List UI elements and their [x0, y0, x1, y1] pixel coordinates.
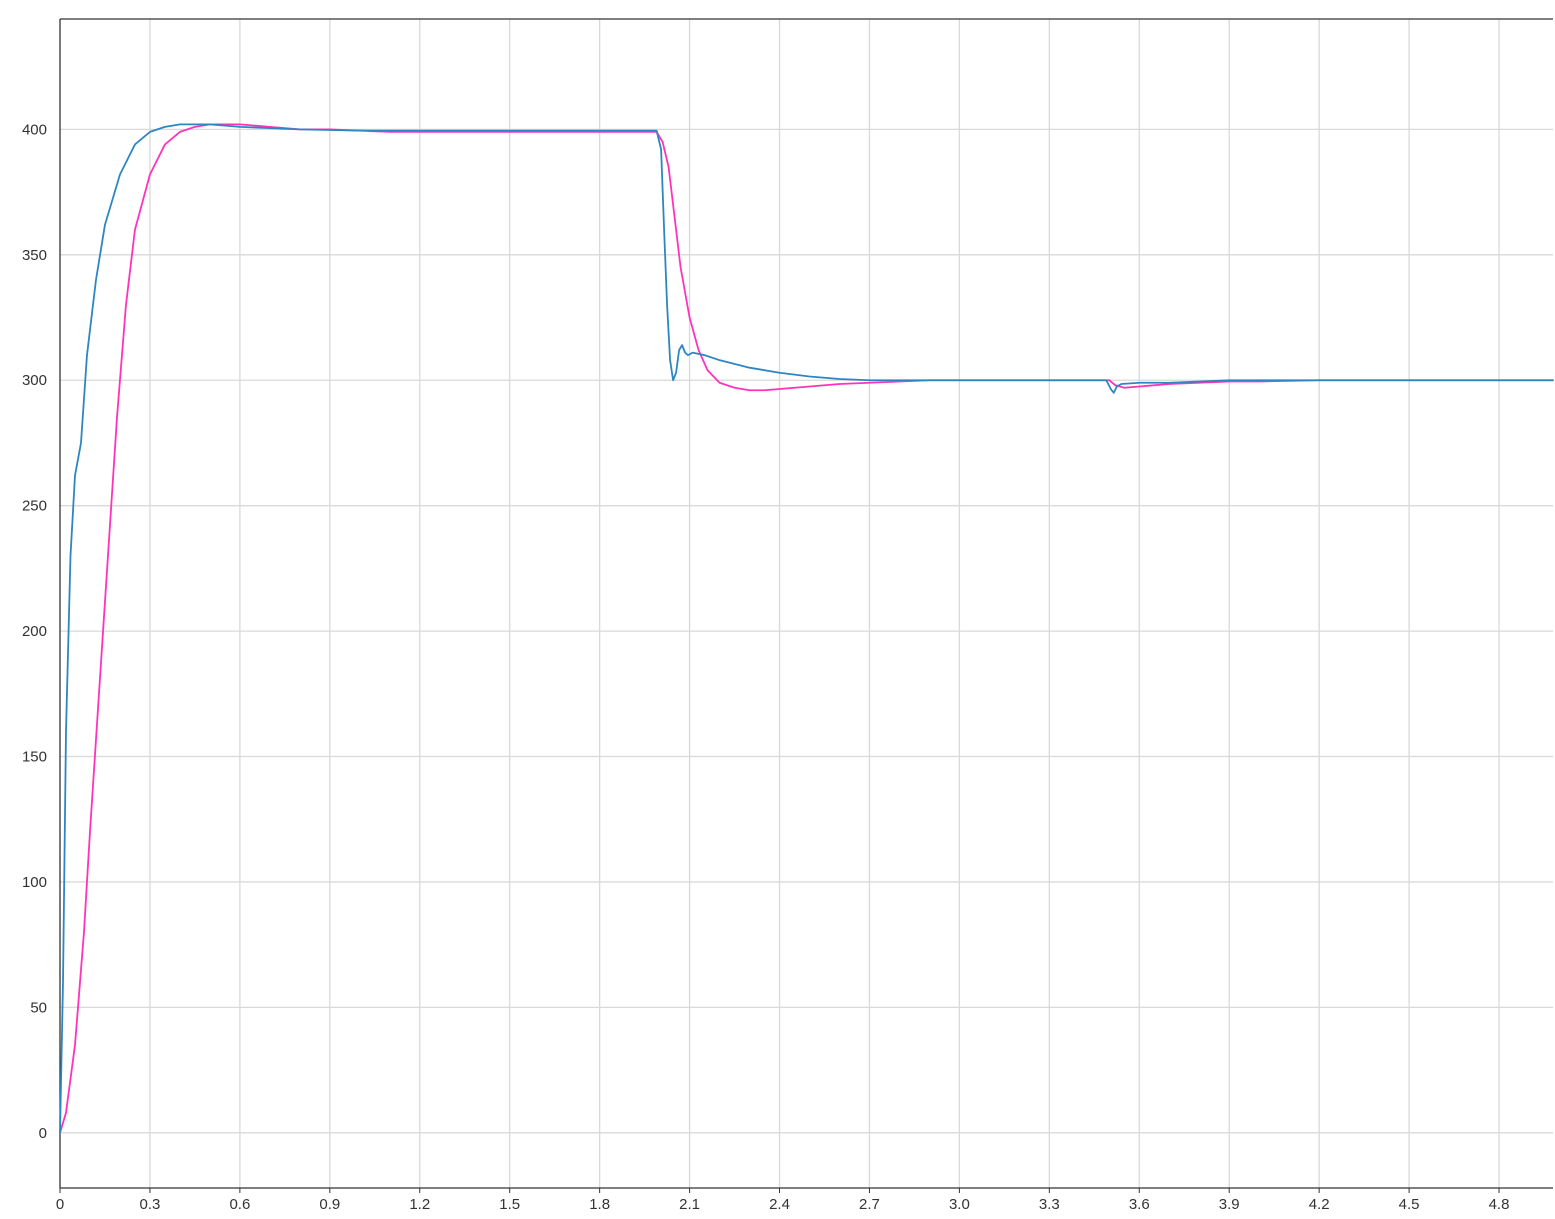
x-tick-label: 2.4: [769, 1196, 790, 1213]
y-tick-label: 150: [22, 749, 47, 766]
grid: [60, 19, 1553, 1188]
x-tick-label: 0.3: [140, 1196, 161, 1213]
y-tick-label: 250: [22, 498, 47, 515]
x-tick-label: 3.0: [949, 1196, 970, 1213]
x-tick-label: 2.1: [679, 1196, 700, 1213]
x-tick-label: 1.5: [499, 1196, 520, 1213]
x-tick-label: 0.6: [229, 1196, 250, 1213]
x-tick-label: 3.3: [1039, 1196, 1060, 1213]
y-axis-ticks: 0 50 100 150 200 250 300 350 400: [22, 121, 47, 1141]
y-tick-label: 0: [39, 1125, 47, 1142]
y-tick-label: 300: [22, 372, 47, 389]
x-axis-ticks: 0 0.3 0.6 0.9 1.2 1.5 1.8 2.1 2.4 2.7 3.0 3.3 3.6 3.9…: [56, 1188, 1510, 1213]
series-line-1: [59, 123, 1554, 1134]
y-tick-label: 100: [22, 874, 47, 891]
y-tick-label: 50: [30, 999, 47, 1016]
y-tick-label: 400: [22, 121, 47, 138]
y-tick-label: 200: [22, 623, 47, 640]
y-tick-label: 350: [22, 247, 47, 264]
x-tick-label: 0.9: [319, 1196, 340, 1213]
axes: [59, 18, 1553, 1189]
x-tick-label: 4.5: [1399, 1196, 1420, 1213]
x-tick-label: 3.6: [1129, 1196, 1150, 1213]
x-tick-label: 1.8: [589, 1196, 610, 1213]
x-tick-label: 0: [56, 1196, 64, 1213]
series: [59, 123, 1554, 1134]
x-tick-label: 2.7: [859, 1196, 880, 1213]
x-tick-label: 3.9: [1219, 1196, 1240, 1213]
x-tick-label: 4.2: [1309, 1196, 1330, 1213]
x-tick-label: 4.8: [1489, 1196, 1510, 1213]
x-tick-label: 1.2: [409, 1196, 430, 1213]
series-line-2: [59, 123, 1554, 1134]
